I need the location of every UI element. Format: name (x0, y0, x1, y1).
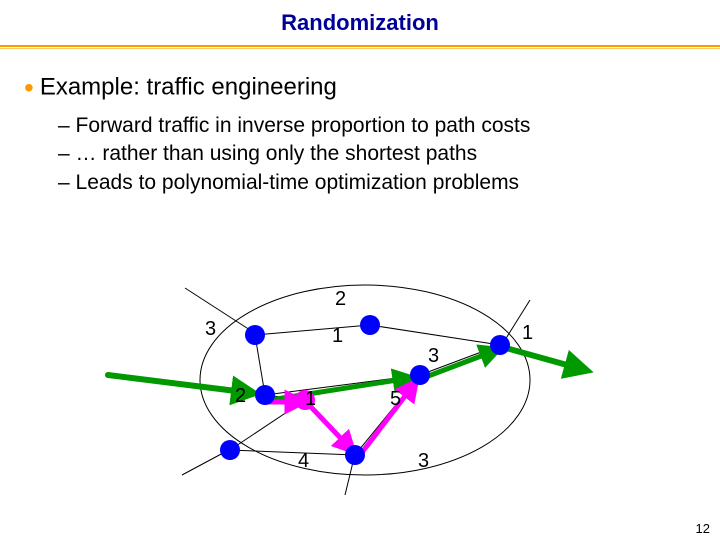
slide-title: Randomization (0, 10, 720, 36)
sub-bullet-text: Leads to polynomial-time optimization pr… (76, 171, 520, 194)
network-diagram: 3 2 1 1 3 2 1 5 4 3 (130, 270, 600, 510)
title-underline (0, 45, 720, 49)
sub-bullet-item: – Forward traffic in inverse proportion … (58, 112, 696, 140)
page-number: 12 (696, 521, 710, 536)
main-bullet: •Example: traffic engineering (24, 72, 696, 104)
edge-weight-label: 2 (235, 385, 246, 408)
sub-bullet-item: – … rather than using only the shortest … (58, 140, 696, 168)
content-area: •Example: traffic engineering – Forward … (0, 54, 720, 197)
sub-bullet-list: – Forward traffic in inverse proportion … (24, 112, 696, 197)
edge-weight-label: 1 (305, 388, 316, 411)
edge-weight-label: 4 (298, 450, 309, 473)
edge-weight-label: 1 (332, 325, 343, 348)
main-bullet-text: Example: traffic engineering (40, 73, 337, 100)
edge-weight-label: 3 (428, 345, 439, 368)
edge-weight-label: 5 (390, 388, 401, 411)
edge-weight-label: 3 (205, 318, 216, 341)
edge-weight-label: 1 (522, 322, 533, 345)
edge-weight-label: 2 (335, 288, 346, 311)
sub-bullet-item: – Leads to polynomial-time optimization … (58, 169, 696, 197)
sub-bullet-text: … rather than using only the shortest pa… (76, 142, 478, 165)
edge-weight-label: 3 (418, 450, 429, 473)
sub-bullet-text: Forward traffic in inverse proportion to… (76, 114, 531, 137)
bullet-dot-icon: • (24, 72, 34, 103)
